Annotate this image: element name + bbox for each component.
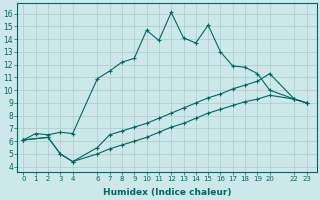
X-axis label: Humidex (Indice chaleur): Humidex (Indice chaleur)	[103, 188, 231, 197]
